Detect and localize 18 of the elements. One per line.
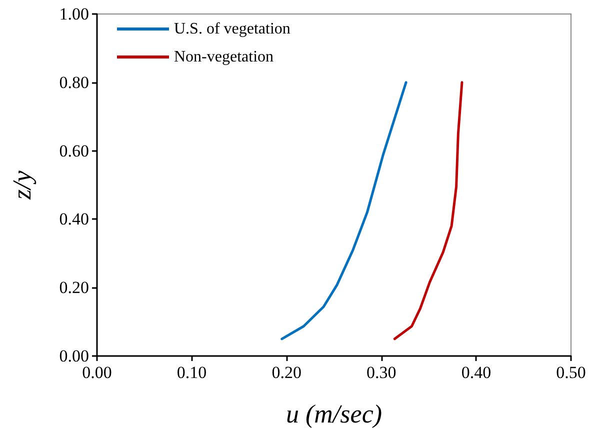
x-tick-label: 0.20 bbox=[272, 363, 302, 382]
x-tick-label: 0.40 bbox=[461, 363, 492, 382]
x-tick-label: 0.00 bbox=[82, 363, 112, 382]
y-tick-label: 0.60 bbox=[59, 141, 89, 160]
y-tick-label: 0.80 bbox=[59, 72, 89, 92]
x-tick-label: 0.10 bbox=[176, 363, 207, 382]
x-axis-title: u (m/sec) bbox=[286, 400, 382, 428]
y-tick-label: 1.00 bbox=[59, 4, 89, 24]
y-tick-label: 0.40 bbox=[59, 210, 89, 229]
legend-label: U.S. of vegetation bbox=[174, 20, 290, 38]
y-axis-title: z/y bbox=[8, 170, 36, 200]
line-series bbox=[393, 81, 464, 340]
y-tick-label: 0.20 bbox=[59, 278, 89, 298]
x-tick-label: 0.30 bbox=[366, 363, 396, 382]
legend-label: Non-vegetation bbox=[174, 48, 274, 66]
y-tick-label: 0.00 bbox=[59, 346, 89, 366]
x-tick-label: 0.50 bbox=[556, 363, 586, 382]
line-series bbox=[280, 81, 408, 340]
